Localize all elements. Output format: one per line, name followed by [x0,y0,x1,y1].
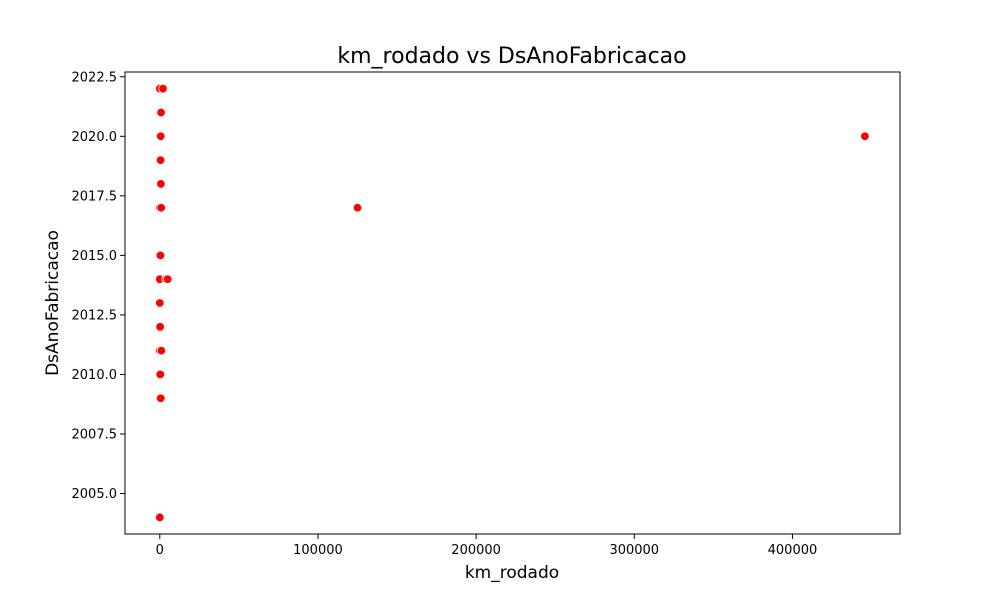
data-points [155,83,870,523]
data-point [155,512,165,523]
x-tick-label: 200000 [451,543,501,558]
y-tick-label: 2010.0 [72,368,118,383]
x-axis: 0 100000 200000 300000 400000 [156,534,818,558]
data-point [156,131,166,141]
y-axis: 2005.0 2007.5 2010.0 2012.5 2015.0 2017.5 2020… [72,70,125,502]
data-point [163,274,173,284]
data-point [155,322,165,332]
x-tick-label: 300000 [609,543,659,558]
data-point [155,250,166,261]
x-tick-label: 400000 [768,543,818,558]
y-tick-label: 2020.0 [72,130,118,145]
y-axis-label: DsAnoFabricacao [43,230,63,376]
data-point [158,83,168,94]
x-tick-label: 0 [156,543,164,558]
data-point [156,107,166,118]
data-point [352,203,363,213]
data-point [155,369,165,380]
chart-title: km_rodado vs DsAnoFabricacao [337,44,686,69]
y-tick-label: 2007.5 [72,427,118,442]
y-tick-label: 2017.5 [72,189,118,204]
data-point [860,131,870,141]
y-tick-label: 2015.0 [72,249,118,264]
plot-area-frame [124,71,901,535]
data-point [156,345,167,356]
y-tick-label: 2022.5 [72,70,118,85]
y-tick-label: 2012.5 [72,308,118,323]
x-axis-label: km_rodado [465,563,559,583]
y-tick-label: 2005.0 [72,487,118,502]
data-point [156,179,166,189]
data-point [156,203,166,213]
data-point [155,298,165,308]
data-point [155,155,166,165]
x-tick-label: 100000 [293,543,343,558]
data-point [156,393,166,403]
